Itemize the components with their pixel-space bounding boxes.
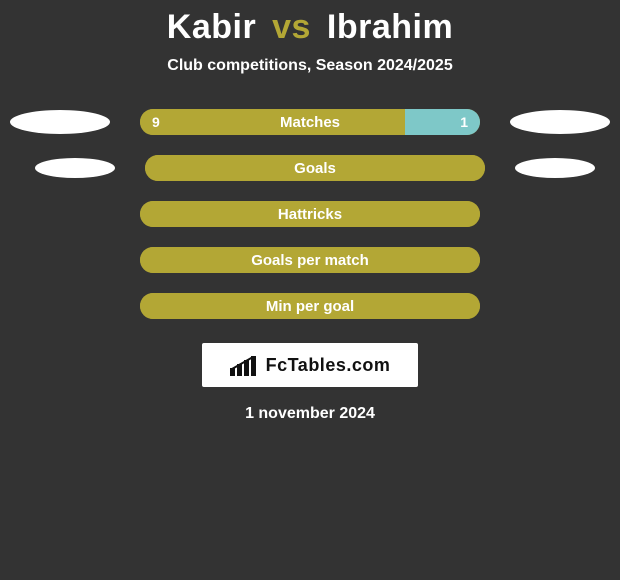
title: Kabir vs Ibrahim (167, 8, 453, 47)
player-ellipse-right (515, 158, 595, 178)
player-ellipse-right (510, 110, 610, 134)
bar-label: Matches (140, 109, 480, 135)
title-player1: Kabir (167, 8, 256, 46)
stat-row: 91Matches (0, 109, 620, 135)
title-player2: Ibrahim (327, 8, 453, 46)
stats-list: 91Matches Goals Hattricks Goals per match Mi… (0, 109, 620, 339)
comparison-card: Kabir vs Ibrahim Club competitions, Seas… (0, 0, 620, 423)
player-ellipse-left (35, 158, 115, 178)
side-placeholder (510, 294, 610, 318)
stat-row: Hattricks (0, 201, 620, 227)
side-placeholder (510, 202, 610, 226)
stat-row: Goals per match (0, 247, 620, 273)
logo: FcTables.com (230, 354, 391, 376)
side-placeholder (10, 202, 110, 226)
player-ellipse-left (10, 110, 110, 134)
bar-label: Min per goal (140, 293, 480, 319)
stat-row: Min per goal (0, 293, 620, 319)
bars-icon (230, 354, 260, 376)
bar-label: Goals (145, 155, 485, 181)
date-line: 1 november 2024 (245, 405, 375, 423)
stat-row: Goals (0, 155, 620, 181)
bar-label: Hattricks (140, 201, 480, 227)
subtitle: Club competitions, Season 2024/2025 (167, 57, 452, 75)
side-placeholder (510, 248, 610, 272)
logo-text: FcTables.com (266, 355, 391, 376)
stat-bar: 91Matches (140, 109, 480, 135)
side-placeholder (10, 294, 110, 318)
bar-label: Goals per match (140, 247, 480, 273)
side-placeholder (10, 248, 110, 272)
title-vs: vs (272, 8, 311, 46)
stat-bar: Min per goal (140, 293, 480, 319)
stat-bar: Goals per match (140, 247, 480, 273)
logo-box: FcTables.com (202, 343, 418, 387)
stat-bar: Hattricks (140, 201, 480, 227)
stat-bar: Goals (145, 155, 485, 181)
